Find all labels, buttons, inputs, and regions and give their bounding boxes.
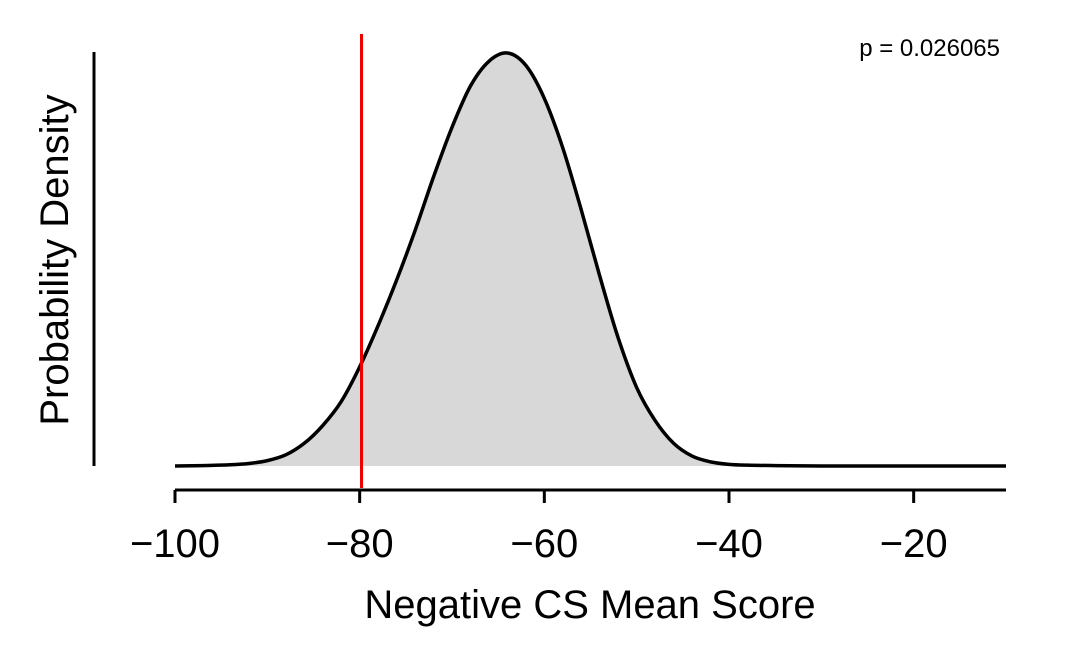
x-tick-label: −60 [510,522,578,566]
density-curve-line [174,51,1006,468]
y-axis-title: Probability Density [33,94,77,425]
x-axis-title: Negative CS Mean Score [364,583,815,627]
x-axis-ticks: −100 −80 −60 −40 −20 [130,490,948,566]
x-tick-label: −100 [130,522,220,566]
p-value-annotation: p = 0.026065 [859,35,1000,62]
x-tick-label: −80 [326,522,394,566]
density-area [175,52,1006,467]
x-tick-label: −40 [695,522,763,566]
plot-area [174,34,1006,488]
x-tick-label: −20 [880,522,948,566]
